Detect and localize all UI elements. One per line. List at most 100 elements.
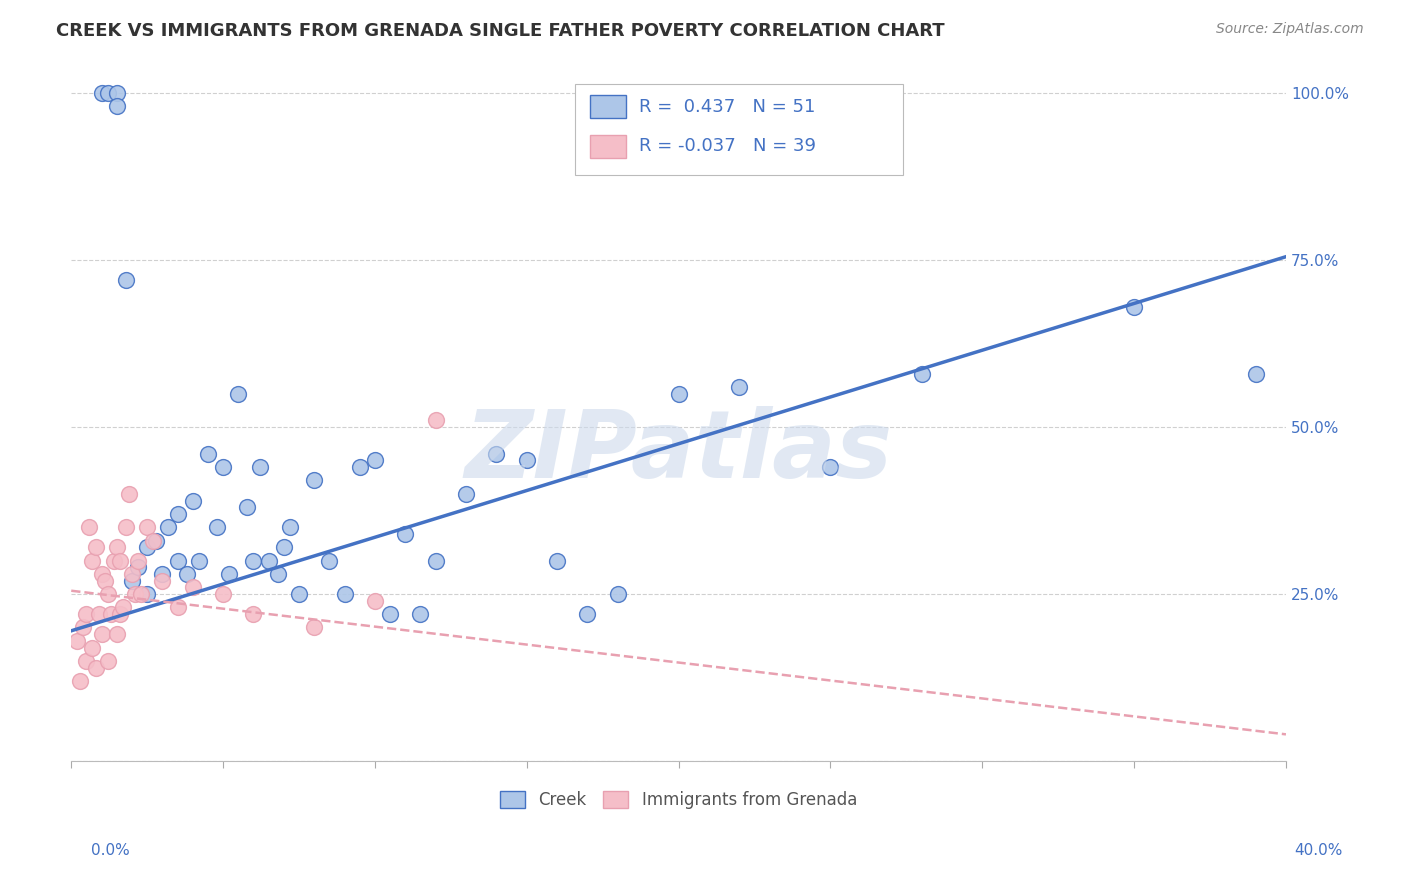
Point [105, 99, 128, 113]
Point [333, 587, 356, 601]
Point [93, 574, 115, 588]
Point [66, 633, 89, 648]
Point [166, 507, 188, 521]
Point [910, 367, 932, 381]
Point [205, 520, 228, 534]
Point [87, 607, 110, 621]
Point [1123, 300, 1146, 314]
Text: R =  0.437   N = 51: R = 0.437 N = 51 [638, 97, 815, 116]
Point [150, 574, 173, 588]
Text: 0.0%: 0.0% [91, 843, 131, 858]
Point [69, 673, 91, 688]
Point [288, 587, 311, 601]
Point [118, 487, 141, 501]
Point [166, 600, 188, 615]
Point [97, 654, 120, 668]
Text: R = -0.037   N = 39: R = -0.037 N = 39 [638, 136, 815, 155]
Text: 40.0%: 40.0% [1295, 843, 1343, 858]
Point [349, 460, 371, 475]
Point [820, 460, 842, 475]
Point [267, 567, 290, 582]
Point [318, 554, 340, 568]
Point [236, 500, 259, 515]
Point [409, 607, 432, 621]
Point [124, 587, 146, 601]
Point [425, 413, 447, 427]
Text: Source: ZipAtlas.com: Source: ZipAtlas.com [1216, 22, 1364, 37]
Point [97, 587, 120, 601]
Point [485, 447, 508, 461]
Point [121, 574, 143, 588]
Point [242, 554, 264, 568]
Point [181, 580, 204, 594]
Point [145, 533, 167, 548]
Point [75, 607, 97, 621]
Point [278, 520, 301, 534]
Point [212, 587, 235, 601]
Point [136, 520, 159, 534]
Point [103, 554, 125, 568]
Point [84, 541, 107, 555]
Point [108, 554, 131, 568]
Point [242, 607, 264, 621]
Point [249, 460, 271, 475]
Bar [591, 95, 626, 118]
Point [115, 520, 138, 534]
Point [72, 620, 94, 634]
Point [226, 386, 249, 401]
Point [454, 487, 477, 501]
Point [111, 600, 134, 615]
Point [115, 273, 138, 287]
Point [302, 474, 325, 488]
Point [218, 567, 240, 582]
Point [212, 460, 235, 475]
Point [728, 380, 751, 394]
Point [176, 567, 198, 582]
Point [150, 567, 173, 582]
Point [127, 560, 149, 574]
Point [84, 660, 107, 674]
Point [97, 86, 120, 100]
Point [364, 453, 387, 467]
Point [187, 554, 209, 568]
Point [136, 587, 159, 601]
Point [82, 640, 104, 655]
Point [136, 541, 159, 555]
Point [546, 554, 568, 568]
Text: CREEK VS IMMIGRANTS FROM GRENADA SINGLE FATHER POVERTY CORRELATION CHART: CREEK VS IMMIGRANTS FROM GRENADA SINGLE … [56, 22, 945, 40]
Point [166, 554, 188, 568]
Point [105, 627, 128, 641]
Point [576, 607, 599, 621]
Point [90, 627, 112, 641]
Point [302, 620, 325, 634]
Point [127, 554, 149, 568]
Point [668, 386, 690, 401]
Point [378, 607, 401, 621]
Text: ZIPatlas: ZIPatlas [464, 407, 893, 499]
Point [364, 593, 387, 607]
Point [1244, 367, 1267, 381]
Point [90, 86, 112, 100]
Point [75, 654, 97, 668]
Point [82, 554, 104, 568]
Point [129, 587, 152, 601]
Point [197, 447, 219, 461]
FancyBboxPatch shape [575, 84, 903, 176]
Point [257, 554, 280, 568]
Point [181, 493, 204, 508]
Point [273, 541, 295, 555]
Point [425, 554, 447, 568]
Point [394, 527, 416, 541]
Point [90, 567, 112, 582]
Point [142, 533, 165, 548]
Point [100, 607, 122, 621]
Point [108, 607, 131, 621]
Bar [591, 136, 626, 158]
Point [79, 520, 101, 534]
Point [121, 567, 143, 582]
Point [105, 541, 128, 555]
Point [606, 587, 628, 601]
Point [157, 520, 180, 534]
Point [105, 86, 128, 100]
Point [516, 453, 538, 467]
